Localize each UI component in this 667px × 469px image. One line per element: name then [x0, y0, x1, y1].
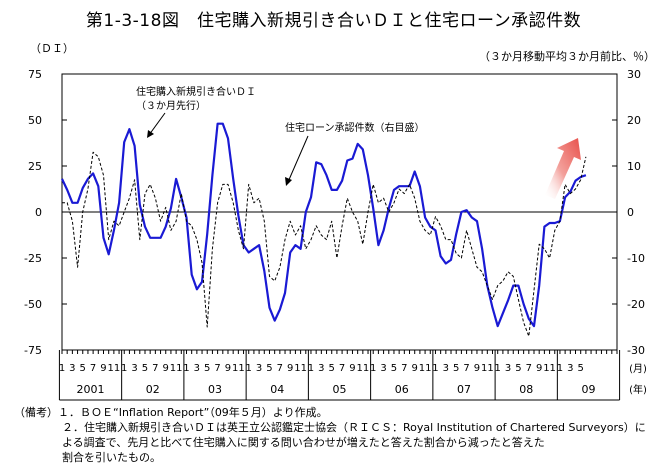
month-label: 9 — [163, 363, 169, 374]
year-label: 06 — [395, 383, 409, 396]
month-label: 3 — [505, 363, 511, 374]
month-label: 5 — [391, 363, 397, 374]
notes: （備考）１．ＢＯＥ“Inflation Report”（09年５月）より作成。 … — [14, 405, 646, 465]
right-tick-label: 20 — [627, 114, 641, 127]
loan-approvals-series-line — [62, 151, 587, 337]
right-tick-label: -10 — [627, 252, 645, 265]
right-axis-unit: （３か月移動平均３か月前比、％） — [479, 49, 655, 63]
month-label: 11 — [294, 363, 307, 374]
right-tick-label: 30 — [627, 68, 641, 81]
left-tick-label: -50 — [24, 298, 42, 311]
month-label: 7 — [214, 363, 220, 374]
left-tick-label: 25 — [28, 160, 42, 173]
month-label: 1 — [370, 363, 376, 374]
year-label: 07 — [457, 383, 471, 396]
month-label: 9 — [225, 363, 231, 374]
month-label: 11 — [419, 363, 432, 374]
note-source: （備考）１．ＢＯＥ“Inflation Report”（09年５月）より作成。 — [14, 406, 328, 419]
month-label: 5 — [266, 363, 272, 374]
month-label: 3 — [194, 363, 200, 374]
month-label: 1 — [59, 363, 65, 374]
month-label: 11 — [481, 363, 494, 374]
month-label: 7 — [526, 363, 532, 374]
note-definition: ２．住宅購入新規引き合いＤＩは英王立公認鑑定士協会（ＲＩＣＳ：Royal Ins… — [62, 421, 646, 434]
di-annotation-arrowhead — [147, 130, 154, 138]
month-label: 11 — [108, 363, 121, 374]
left-tick-label: -75 — [24, 344, 42, 357]
month-label: 9 — [100, 363, 106, 374]
right-tick-label: 10 — [627, 160, 641, 173]
month-label: 1 — [308, 363, 314, 374]
month-label: 5 — [453, 363, 459, 374]
month-label: 3 — [318, 363, 324, 374]
year-label: 2001 — [77, 383, 105, 396]
note-definition-end: 割合を引いたもの。 — [62, 451, 161, 464]
left-tick-label: 0 — [35, 206, 42, 219]
loan-annotation-pointer — [287, 135, 309, 183]
month-label: 5 — [204, 363, 210, 374]
year-label: 09 — [581, 383, 595, 396]
year-label: 08 — [519, 383, 533, 396]
month-label: 5 — [142, 363, 148, 374]
month-label: 11 — [232, 363, 245, 374]
x-month-unit: (月) — [629, 363, 647, 375]
month-label: 3 — [443, 363, 449, 374]
month-label: 11 — [170, 363, 183, 374]
month-label: 5 — [329, 363, 335, 374]
month-label: 9 — [412, 363, 418, 374]
month-label: 11 — [356, 363, 369, 374]
right-tick-label: -30 — [627, 344, 645, 357]
di-series-sublabel: （３か月先行） — [136, 99, 206, 112]
month-label: 7 — [463, 363, 469, 374]
month-label: 5 — [515, 363, 521, 374]
right-tick-label: 0 — [627, 206, 634, 219]
month-label: 5 — [578, 363, 584, 374]
month-label: 3 — [69, 363, 75, 374]
left-tick-label: 75 — [28, 68, 42, 81]
month-label: 9 — [536, 363, 542, 374]
year-label: 05 — [333, 383, 347, 396]
right-tick-label: -20 — [627, 298, 645, 311]
month-label: 9 — [474, 363, 480, 374]
month-label: 7 — [90, 363, 96, 374]
month-label: 3 — [131, 363, 137, 374]
month-label: 9 — [349, 363, 355, 374]
month-label: 3 — [256, 363, 262, 374]
left-tick-label: 50 — [28, 114, 42, 127]
x-year-unit: (年) — [629, 383, 647, 396]
month-label: 1 — [121, 363, 127, 374]
month-label: 1 — [557, 363, 563, 374]
month-label: 1 — [183, 363, 189, 374]
left-tick-label: -25 — [24, 252, 42, 265]
loan-series-label: 住宅ローン承認件数（右目盛） — [285, 121, 425, 134]
month-label: 3 — [567, 363, 573, 374]
di-series-line — [61, 122, 587, 328]
month-label: 1 — [246, 363, 252, 374]
di-series-label: 住宅購入新規引き合いＤＩ — [136, 85, 256, 98]
loan-annotation-arrowhead — [285, 177, 292, 186]
month-label: 1 — [495, 363, 501, 374]
year-label: 02 — [146, 383, 160, 396]
year-label: 03 — [208, 383, 222, 396]
month-label: 11 — [543, 363, 556, 374]
month-label: 7 — [152, 363, 158, 374]
month-label: 7 — [339, 363, 345, 374]
month-label: 1 — [432, 363, 438, 374]
month-label: 9 — [287, 363, 293, 374]
month-label: 7 — [401, 363, 407, 374]
di-annotation-pointer — [148, 112, 166, 136]
note-definition-cont: よる調査で、先月と比べて住宅購入に関する問い合わせが増えたと答えた割合から減った… — [62, 436, 545, 449]
year-label: 04 — [270, 383, 284, 396]
month-label: 3 — [380, 363, 386, 374]
chart-title: 第1-3-18図 住宅購入新規引き合いＤＩと住宅ローン承認件数 — [85, 11, 582, 31]
upward-trend-arrow-icon — [545, 138, 581, 199]
left-axis-unit: （ＤＩ） — [30, 42, 74, 55]
month-label: 5 — [80, 363, 86, 374]
month-label: 7 — [277, 363, 283, 374]
